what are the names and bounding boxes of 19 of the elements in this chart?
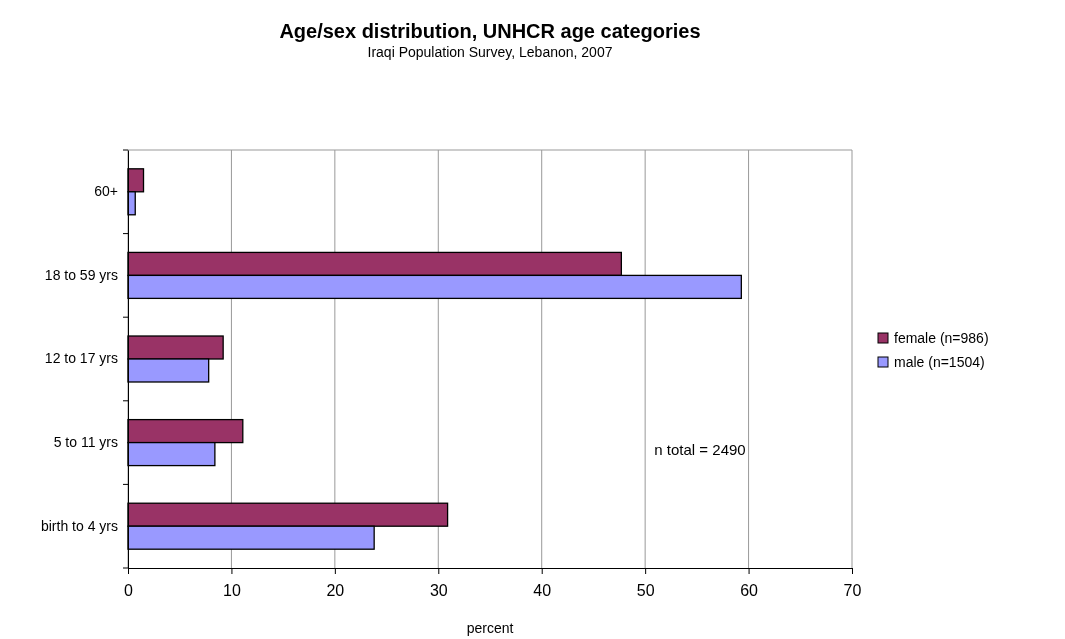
annotation: n total = 2490 (654, 441, 746, 458)
legend-label: female (n=986) (894, 330, 989, 346)
x-tick-label: 10 (223, 582, 241, 600)
x-tick-label: 0 (124, 582, 134, 600)
y-tick-label: 5 to 11 yrs (53, 434, 118, 451)
y-tick-label: 60+ (94, 183, 118, 200)
x-tick-label: 40 (533, 582, 552, 600)
x-axis-title: percent (466, 620, 514, 636)
x-tick-label: 50 (636, 582, 655, 600)
legend-label: male (n=1504) (894, 354, 985, 370)
y-tick-label: 12 to 17 yrs (44, 350, 118, 367)
x-tick-label: 70 (843, 582, 862, 600)
y-tick-label: 18 to 59 yrs (44, 266, 118, 283)
y-tick-label: birth to 4 yrs (40, 517, 118, 534)
x-tick-label: 60 (740, 582, 759, 600)
x-tick-label: 20 (326, 582, 345, 600)
x-tick-label: 30 (429, 582, 448, 600)
chart-subtitle: Iraqi Population Survey, Lebanon, 2007 (367, 44, 613, 60)
chart-title: Age/sex distribution, UNHCR age categories (279, 20, 701, 42)
